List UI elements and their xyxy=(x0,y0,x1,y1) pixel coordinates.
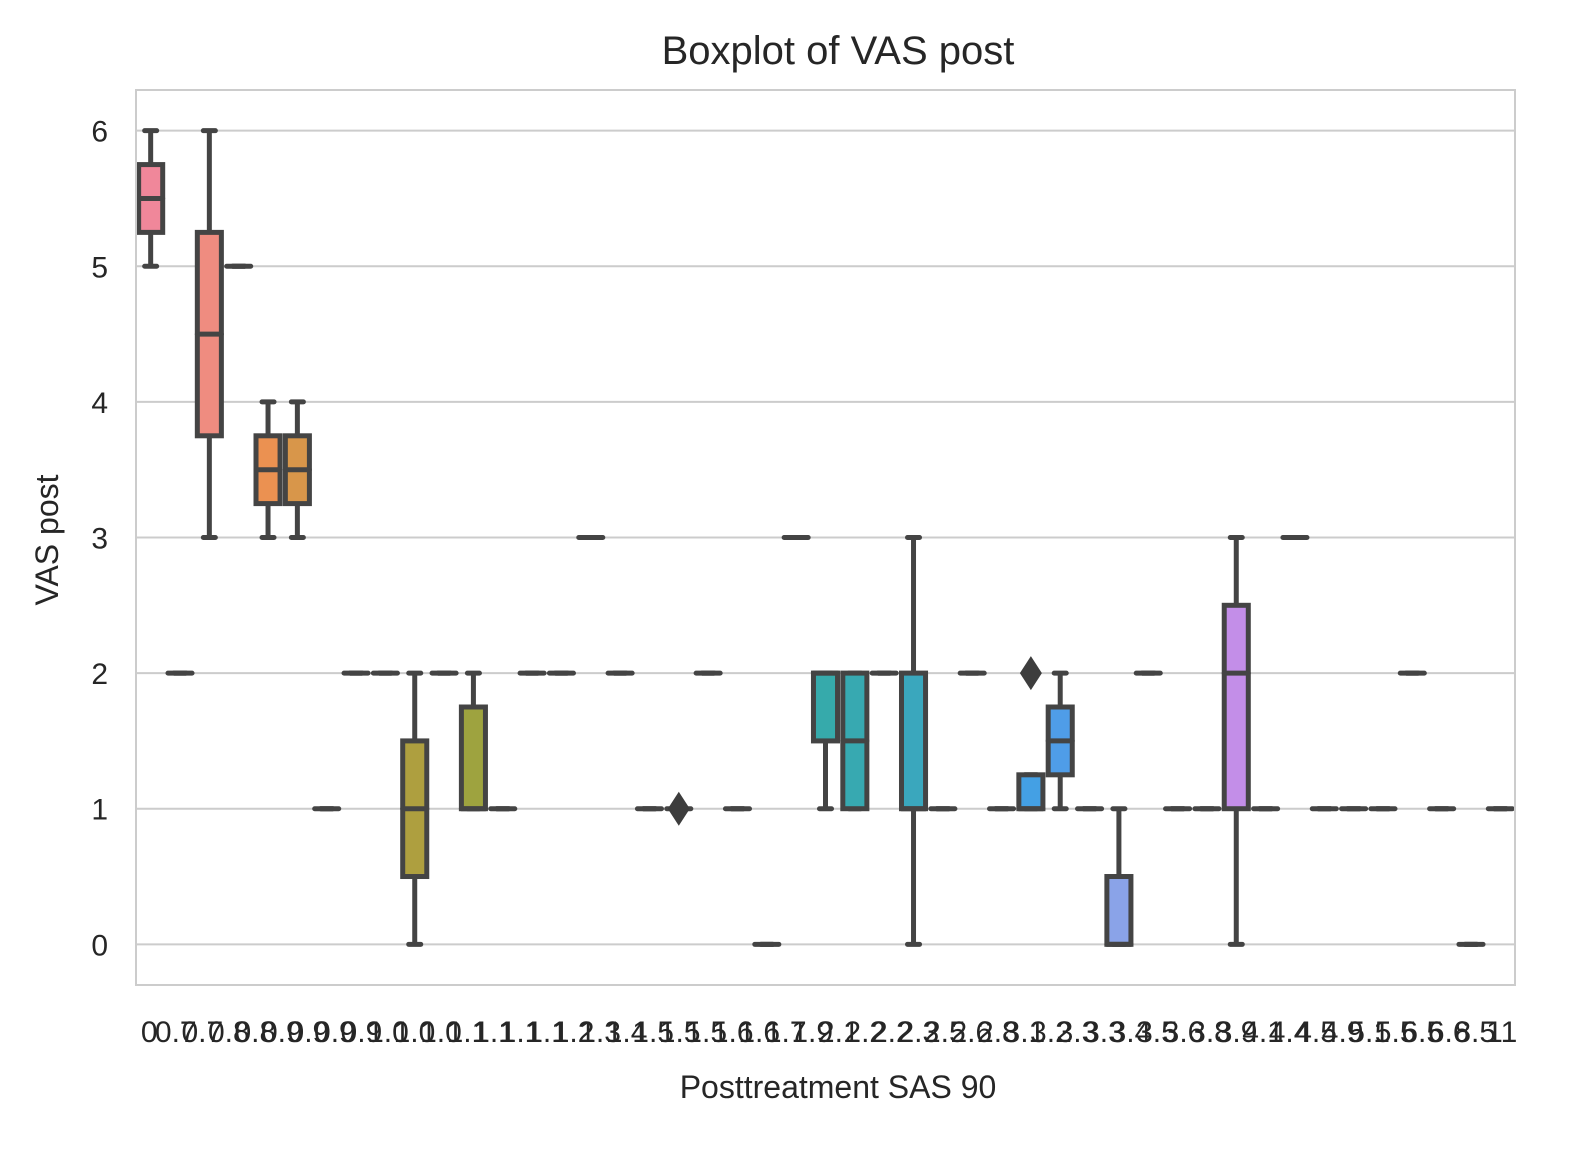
x-tick-label: 2.5 xyxy=(924,1016,966,1049)
x-axis-label: Posttreatment SAS 90 xyxy=(680,1069,997,1105)
x-tick-label: 2.2 xyxy=(871,1016,913,1049)
box-group xyxy=(840,670,870,812)
x-tick-label: 1.1 xyxy=(526,1016,568,1049)
x-tick-label: 1.9 xyxy=(791,1016,833,1049)
x-tick-label: 2.6 xyxy=(950,1016,992,1049)
x-tick-label: 2.1 xyxy=(818,1016,860,1049)
box-body xyxy=(1221,602,1251,812)
box-group xyxy=(1221,535,1251,947)
x-tick-label: 5.5 xyxy=(1375,1016,1417,1049)
x-tick-label: 0.9 xyxy=(341,1016,383,1049)
box-group xyxy=(1104,806,1134,947)
x-tick-label: 3.4 xyxy=(1110,1016,1152,1049)
y-tick-label: 2 xyxy=(91,658,108,691)
x-tick-label: 2.8 xyxy=(977,1016,1019,1049)
x-tick-label: 0.8 xyxy=(234,1016,276,1049)
box-group xyxy=(810,670,841,812)
box-body xyxy=(1104,874,1134,947)
x-tick-label: 3.1 xyxy=(1004,1016,1046,1049)
x-tick-label: 5.1 xyxy=(1348,1016,1390,1049)
box-body xyxy=(458,704,488,812)
x-tick-label: 3.5 xyxy=(1136,1016,1178,1049)
box-body xyxy=(898,670,929,812)
box-group xyxy=(194,128,224,540)
x-tick-label: 1.0 xyxy=(420,1016,462,1049)
y-tick-label: 1 xyxy=(91,794,108,827)
x-tick-label: 0.7 xyxy=(181,1016,223,1049)
box-series xyxy=(136,128,1515,947)
x-tick-label: 1.3 xyxy=(579,1016,621,1049)
x-tick-label: 1.0 xyxy=(394,1016,436,1049)
x-tick-label: 2.3 xyxy=(897,1016,939,1049)
box-group xyxy=(898,535,929,947)
x-tick-label: 2.2 xyxy=(844,1016,886,1049)
x-tick-label: 3.6 xyxy=(1163,1016,1205,1049)
x-tick-label: 0.9 xyxy=(261,1016,303,1049)
x-tick-label: 0.7 xyxy=(155,1016,197,1049)
box-body xyxy=(1016,772,1046,812)
x-tick-label: 8.5 xyxy=(1454,1016,1496,1049)
box-group xyxy=(458,670,488,812)
y-tick-label: 5 xyxy=(91,251,108,284)
x-tick-label: 1.5 xyxy=(659,1016,701,1049)
box-group xyxy=(1016,656,1046,812)
plot-frame xyxy=(135,89,1516,986)
x-tick-label: 6.6 xyxy=(1428,1016,1470,1049)
box-body xyxy=(810,670,841,744)
x-tick-label: 1.1 xyxy=(500,1016,542,1049)
y-axis-label: VAS post xyxy=(29,474,65,605)
box-group xyxy=(136,128,166,269)
x-tick-label: 0.9 xyxy=(314,1016,356,1049)
x-tick-label: 4.5 xyxy=(1295,1016,1337,1049)
x-tick-label: 3.2 xyxy=(1030,1016,1072,1049)
x-tick-label: 4.1 xyxy=(1242,1016,1284,1049)
y-tick-label: 0 xyxy=(91,929,108,962)
x-tick-label: 0.9 xyxy=(288,1016,330,1049)
x-tick-label: 0 xyxy=(141,1016,158,1049)
x-tick-label: 3.3 xyxy=(1057,1016,1099,1049)
x-tick-label: 3.3 xyxy=(1083,1016,1125,1049)
x-tick-label: 0.8 xyxy=(208,1016,250,1049)
x-tick-label: 1.5 xyxy=(685,1016,727,1049)
outlier-marker xyxy=(1019,656,1042,691)
chart-title: Boxplot of VAS post xyxy=(662,29,1015,73)
y-tick-label: 4 xyxy=(91,387,108,420)
x-tick-label: 3.8 xyxy=(1189,1016,1231,1049)
x-tick-label: 1.6 xyxy=(712,1016,754,1049)
x-tick-label: 1.0 xyxy=(367,1016,409,1049)
y-tick-label: 3 xyxy=(91,523,108,556)
box-group xyxy=(253,399,283,540)
x-tick-label: 4.9 xyxy=(1322,1016,1364,1049)
x-tick-label: 3.9 xyxy=(1216,1016,1258,1049)
outlier-marker xyxy=(667,791,690,826)
box-group xyxy=(1045,670,1075,812)
x-tick-label: 1.2 xyxy=(553,1016,595,1049)
x-tick-label: 1.6 xyxy=(738,1016,780,1049)
y-tick-label: 6 xyxy=(91,116,108,149)
x-tick-label: 6.5 xyxy=(1401,1016,1443,1049)
x-tick-label: 1.4 xyxy=(606,1016,648,1049)
x-tick-label: 1.7 xyxy=(765,1016,807,1049)
x-tick-label: 11 xyxy=(1486,1016,1517,1049)
box-group xyxy=(282,399,312,540)
x-tick-labels: 00.70.70.80.80.90.90.90.91.01.01.01.11.1… xyxy=(141,1016,1517,1049)
box-group xyxy=(400,670,430,947)
x-tick-label: 1.1 xyxy=(447,1016,489,1049)
box-group xyxy=(664,791,694,826)
y-tick-labels: 0 1 2 3 4 5 6 xyxy=(91,116,108,963)
x-tick-label: 1.1 xyxy=(473,1016,515,1049)
x-tick-label: 1.5 xyxy=(632,1016,674,1049)
x-tick-label: 4.4 xyxy=(1269,1016,1311,1049)
